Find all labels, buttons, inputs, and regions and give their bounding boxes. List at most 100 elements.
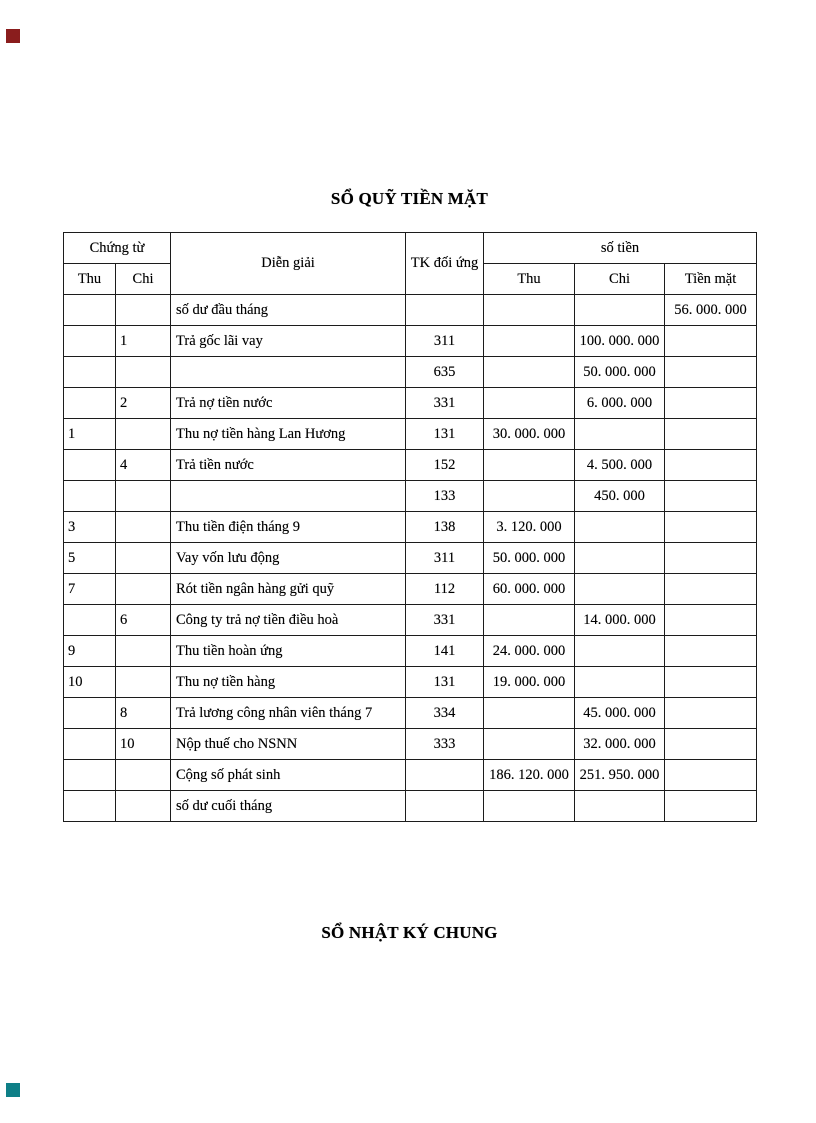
cell-chungtu-chi (114, 480, 172, 512)
cell-tk-doi-ung (405, 294, 485, 326)
table-row: 10 Nộp thuế cho NSNN 333 32. 000. 000 (63, 728, 758, 760)
cell-dien-giai: Vay vốn lưu động (170, 542, 407, 574)
cell-thu-amount: 186. 120. 000 (483, 759, 576, 791)
header-chungtu-chi: Chi (114, 263, 172, 295)
cell-tien-mat (664, 728, 758, 760)
cell-chungtu-thu: 10 (63, 666, 116, 698)
cell-tk-doi-ung: 141 (405, 635, 485, 667)
cell-tk-doi-ung: 133 (405, 480, 485, 512)
cash-book-title: SỔ QUỸ TIỀN MẶT (330, 189, 489, 208)
cell-tien-mat (664, 418, 758, 450)
cell-chungtu-thu: 3 (63, 511, 116, 543)
cell-chungtu-thu (63, 325, 116, 357)
cell-thu-amount (483, 697, 576, 729)
cell-chungtu-chi: 8 (114, 697, 172, 729)
cell-tien-mat (664, 790, 758, 822)
journal-title: SỔ NHẬT KÝ CHUNG (321, 923, 498, 942)
cell-tk-doi-ung: 112 (405, 573, 485, 605)
cell-thu-amount: 19. 000. 000 (483, 666, 576, 698)
cell-chi-amount: 251. 950. 000 (574, 759, 666, 791)
cell-tk-doi-ung: 138 (405, 511, 485, 543)
cell-chungtu-chi (114, 573, 172, 605)
header-tk-doi-ung: TK đối ứng (405, 232, 485, 295)
cell-thu-amount (483, 387, 576, 419)
table-row: 8 Trả lương công nhân viên tháng 7 334 45. … (63, 697, 758, 729)
cash-book-table: Chứng từ Diễn giải TK đối ứng số tiền Th… (62, 232, 758, 822)
cell-tien-mat (664, 511, 758, 543)
table-header: Chứng từ Diễn giải TK đối ứng số tiền Th… (62, 232, 758, 295)
table-row: 9 Thu tiền hoàn ứng 141 24. 000. 000 (63, 635, 758, 667)
cell-chi-amount: 32. 000. 000 (574, 728, 666, 760)
cell-dien-giai: Rót tiền ngân hàng gửi quỹ (170, 573, 407, 605)
cell-chi-amount: 45. 000. 000 (574, 697, 666, 729)
cell-dien-giai: Cộng số phát sinh (170, 759, 407, 791)
cell-thu-amount (483, 790, 576, 822)
table-row: 4 Trả tiền nước 152 4. 500. 000 (63, 449, 758, 481)
cell-chungtu-thu (63, 480, 116, 512)
cell-thu-amount (483, 294, 576, 326)
table-row: 7 Rót tiền ngân hàng gửi quỹ 112 60. 000. 0… (63, 573, 758, 605)
cell-chungtu-chi: 4 (114, 449, 172, 481)
cell-chungtu-chi (114, 635, 172, 667)
cell-tien-mat: 56. 000. 000 (664, 294, 758, 326)
cell-thu-amount (483, 356, 576, 388)
cell-chungtu-chi: 10 (114, 728, 172, 760)
cell-tk-doi-ung (405, 759, 485, 791)
cell-dien-giai: Thu nợ tiền hàng (170, 666, 407, 698)
cell-chi-amount (574, 511, 666, 543)
cell-dien-giai: Thu tiền hoàn ứng (170, 635, 407, 667)
cell-thu-amount (483, 728, 576, 760)
header-row-1: Chứng từ Diễn giải TK đối ứng số tiền (62, 232, 758, 295)
cell-dien-giai (170, 356, 407, 388)
cell-chi-amount: 50. 000. 000 (574, 356, 666, 388)
table-body: số dư đầu tháng 56. 000. 000 1 Trả gốc lãi … (63, 294, 758, 822)
cell-chungtu-thu: 9 (63, 635, 116, 667)
cell-dien-giai: Trả lương công nhân viên tháng 7 (170, 697, 407, 729)
header-sotien-thu: Thu (483, 263, 576, 295)
cell-chungtu-chi: 1 (114, 325, 172, 357)
cell-tien-mat (664, 635, 758, 667)
cell-chungtu-thu: 7 (63, 573, 116, 605)
header-dien-giai: Diễn giải (170, 232, 407, 295)
cell-tien-mat (664, 449, 758, 481)
cell-tk-doi-ung: 131 (405, 666, 485, 698)
cell-tk-doi-ung: 331 (405, 604, 485, 636)
cell-chungtu-chi: 2 (114, 387, 172, 419)
cell-tk-doi-ung: 333 (405, 728, 485, 760)
cell-chungtu-chi (114, 294, 172, 326)
cell-thu-amount: 30. 000. 000 (483, 418, 576, 450)
cell-tien-mat (664, 573, 758, 605)
cell-thu-amount: 3. 120. 000 (483, 511, 576, 543)
cell-tien-mat (664, 325, 758, 357)
cell-chi-amount: 14. 000. 000 (574, 604, 666, 636)
cell-dien-giai: Trả nợ tiền nước (170, 387, 407, 419)
cell-chungtu-thu (63, 728, 116, 760)
header-tien-mat: Tiền mặt (664, 263, 758, 295)
cell-chungtu-thu (63, 697, 116, 729)
header-chung-tu: Chứng từ (62, 232, 172, 264)
cell-thu-amount: 60. 000. 000 (483, 573, 576, 605)
cell-tien-mat (664, 356, 758, 388)
cell-dien-giai: số dư cuối tháng (170, 790, 407, 822)
cell-chungtu-chi (114, 759, 172, 791)
cell-chi-amount (574, 666, 666, 698)
cell-tien-mat (664, 542, 758, 574)
page-marker-top-left (6, 29, 20, 43)
cell-tk-doi-ung (405, 790, 485, 822)
cell-chungtu-thu (63, 790, 116, 822)
cell-thu-amount: 50. 000. 000 (483, 542, 576, 574)
cell-chungtu-thu (63, 387, 116, 419)
cell-chungtu-chi (114, 542, 172, 574)
cell-tien-mat (664, 387, 758, 419)
cell-chungtu-chi (114, 511, 172, 543)
cell-chi-amount (574, 573, 666, 605)
cell-chungtu-thu (63, 759, 116, 791)
cell-thu-amount: 24. 000. 000 (483, 635, 576, 667)
cell-chi-amount: 100. 000. 000 (574, 325, 666, 357)
table-row: Cộng số phát sinh 186. 120. 000 251. 950. … (63, 759, 758, 791)
table-row: 10 Thu nợ tiền hàng 131 19. 000. 000 (63, 666, 758, 698)
table-row: 6 Công ty trả nợ tiền điều hoà 331 14. 000.… (63, 604, 758, 636)
cell-tien-mat (664, 759, 758, 791)
cell-dien-giai: Công ty trả nợ tiền điều hoà (170, 604, 407, 636)
